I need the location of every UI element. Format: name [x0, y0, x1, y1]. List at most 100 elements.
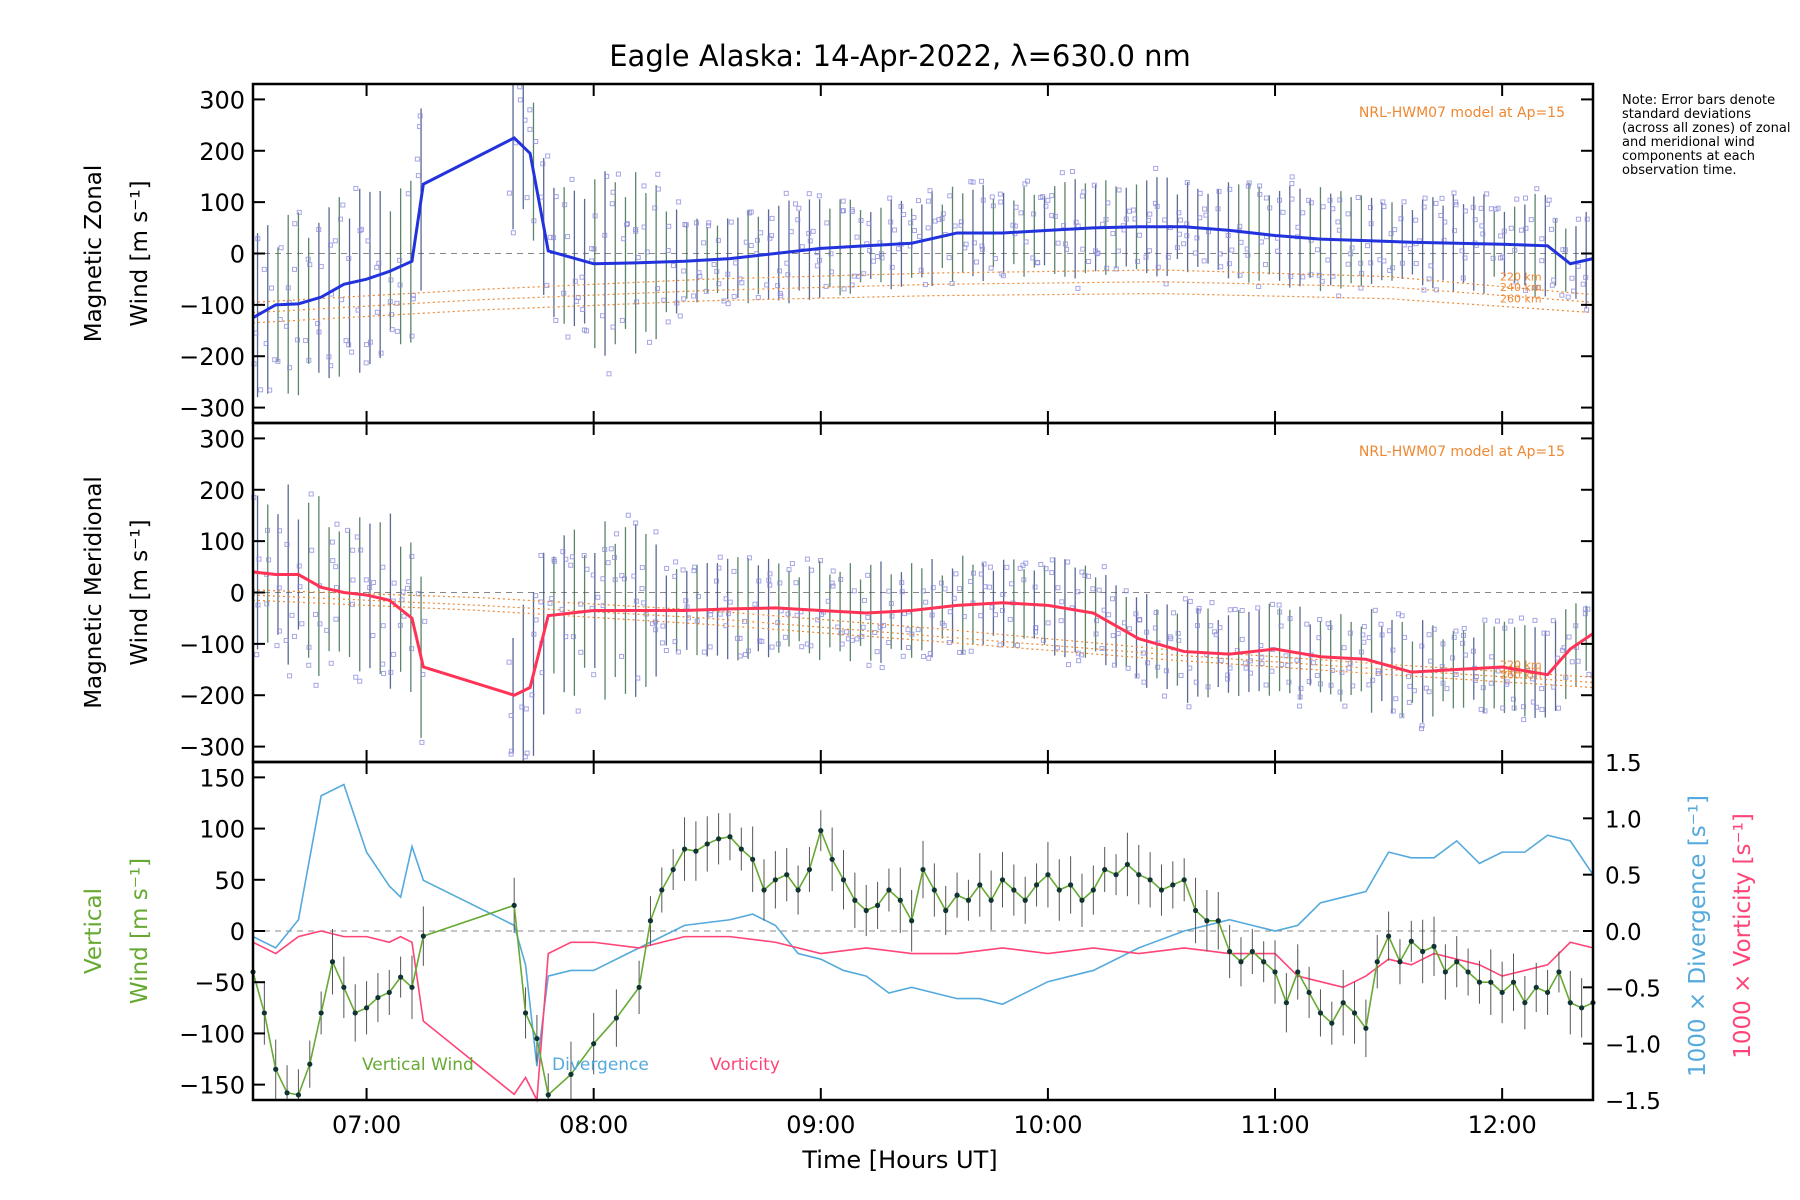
- meridional-scatter-point: [345, 527, 351, 533]
- vertical-wind-point: [852, 897, 858, 903]
- meridional-scatter-point: [1065, 662, 1071, 668]
- zonal-scatter-point: [824, 220, 830, 226]
- zonal-scatter-point: [806, 230, 812, 236]
- zonal-scatter-point: [358, 226, 364, 232]
- zonal-scatter-point: [1192, 250, 1198, 256]
- meridional-scatter-point: [839, 641, 845, 647]
- zonal-scatter-point: [1022, 181, 1028, 187]
- meridional-scatter-point: [1032, 584, 1038, 590]
- vertical-wind-point: [715, 836, 722, 842]
- zonal-scatter-point: [1165, 254, 1171, 260]
- meridional-scatter-point: [1193, 679, 1199, 685]
- zonal-scatter-point: [374, 309, 380, 315]
- zonal-scatter-point: [1216, 188, 1222, 194]
- vertical-wind-point: [307, 1061, 313, 1067]
- meridional-scatter-point: [559, 606, 565, 612]
- meridional-scatter-point: [1182, 596, 1188, 602]
- meridional-y-tick-label: −100: [179, 631, 245, 659]
- vertical-wind-point: [1499, 989, 1505, 996]
- zonal-scatter-point: [1569, 275, 1575, 281]
- zonal-scatter-point: [1257, 191, 1263, 197]
- meridional-scatter-point: [899, 580, 905, 586]
- zonal-scatter-point: [1426, 276, 1432, 282]
- zonal-scatter-point: [665, 248, 671, 254]
- meridional-scatter-point: [547, 600, 553, 606]
- zonal-scatter-point: [353, 185, 359, 191]
- zonal-scatter-point: [1262, 262, 1268, 268]
- meridional-scatter-point: [605, 560, 611, 566]
- meridional-scatter-point: [508, 751, 514, 757]
- meridional-scatter-point: [1021, 577, 1027, 583]
- meridional-scatter-point: [1255, 605, 1261, 611]
- meridional-scatter-point: [1153, 610, 1159, 616]
- meridional-scatter-point: [506, 659, 512, 665]
- zonal-scatter-point: [1345, 261, 1351, 267]
- y2-tick-label: 0.0: [1605, 920, 1642, 946]
- zonal-scatter-point: [817, 257, 823, 263]
- meridional-scatter-point: [1049, 557, 1055, 563]
- meridional-scatter-point: [968, 648, 974, 654]
- zonal-scatter-point: [1584, 216, 1590, 222]
- meridional-scatter-point: [1316, 635, 1322, 641]
- zonal-scatter-point: [775, 283, 781, 289]
- zonal-scatter-point: [1345, 211, 1351, 217]
- zonal-scatter-point: [1534, 186, 1540, 192]
- zonal-scatter-point: [1238, 239, 1244, 245]
- zonal-scatter-point: [1518, 227, 1524, 233]
- zonal-scatter-point: [1146, 248, 1152, 254]
- meridional-scatter-point: [283, 637, 289, 643]
- zonal-scatter-point: [1562, 247, 1568, 253]
- zonal-scatter-point: [1388, 231, 1394, 237]
- meridional-scatter-point: [401, 613, 407, 619]
- meridional-scatter-point: [859, 634, 865, 640]
- meridional-scatter-point: [830, 583, 836, 589]
- vertical-wind-point: [1011, 887, 1017, 893]
- meridional-scatter-point: [581, 553, 587, 559]
- zonal-scatter-point: [665, 319, 671, 325]
- meridional-scatter-point: [1055, 585, 1061, 591]
- meridional-scatter-point: [1511, 705, 1517, 711]
- zonal-scatter-point: [1314, 247, 1320, 253]
- vertical-wind-point: [806, 866, 813, 873]
- zonal-scatter-point: [255, 236, 261, 242]
- zonal-scatter-point: [731, 294, 737, 300]
- meridional-scatter-point: [731, 568, 737, 574]
- zonal-scatter-point: [517, 84, 523, 90]
- zonal-scatter-point: [1075, 285, 1081, 291]
- zonal-scatter-point: [1115, 248, 1121, 254]
- zonal-scatter-point: [1433, 287, 1439, 293]
- zonal-y-tick-label: 200: [199, 138, 245, 166]
- meridional-scatter-point: [1171, 610, 1177, 616]
- zonal-scatter-point: [364, 342, 370, 348]
- zonal-scatter-point: [540, 161, 546, 167]
- vertical-wind-point: [1033, 882, 1040, 888]
- vertical-wind-point: [738, 846, 744, 852]
- zonal-scatter-point: [278, 245, 284, 251]
- meridional-scatter-point: [1494, 618, 1500, 624]
- zonal-scatter-point: [1460, 275, 1466, 281]
- meridional-scatter-point: [551, 557, 557, 563]
- meridional-scatter-point: [660, 623, 666, 629]
- y2-tick-label: −0.5: [1605, 976, 1661, 1002]
- meridional-scatter-point: [854, 636, 860, 642]
- meridional-scatter-point: [970, 570, 976, 576]
- meridional-scatter-point: [563, 556, 569, 562]
- zonal-scatter-point: [287, 365, 293, 371]
- zonal-scatter-point: [1181, 241, 1187, 247]
- vertical-wind-point: [613, 1015, 619, 1021]
- zonal-scatter-point: [1337, 197, 1343, 203]
- meridional-scatter-point: [265, 527, 271, 533]
- zonal-scatter-point: [711, 262, 717, 268]
- zonal-scatter-point: [1176, 210, 1182, 216]
- meridional-scatter-point: [612, 577, 618, 583]
- zonal-scatter-point: [261, 266, 267, 272]
- zonal-scatter-point: [958, 219, 964, 225]
- zonal-scatter-point: [1227, 186, 1233, 192]
- zonal-scatter-point: [1571, 288, 1577, 294]
- meridional-scatter-point: [357, 678, 363, 684]
- meridional-wind-line: [252, 570, 1594, 697]
- meridional-scatter-point: [1133, 611, 1139, 617]
- zonal-scatter-point: [911, 214, 917, 220]
- meridional-scatter-point: [672, 639, 678, 645]
